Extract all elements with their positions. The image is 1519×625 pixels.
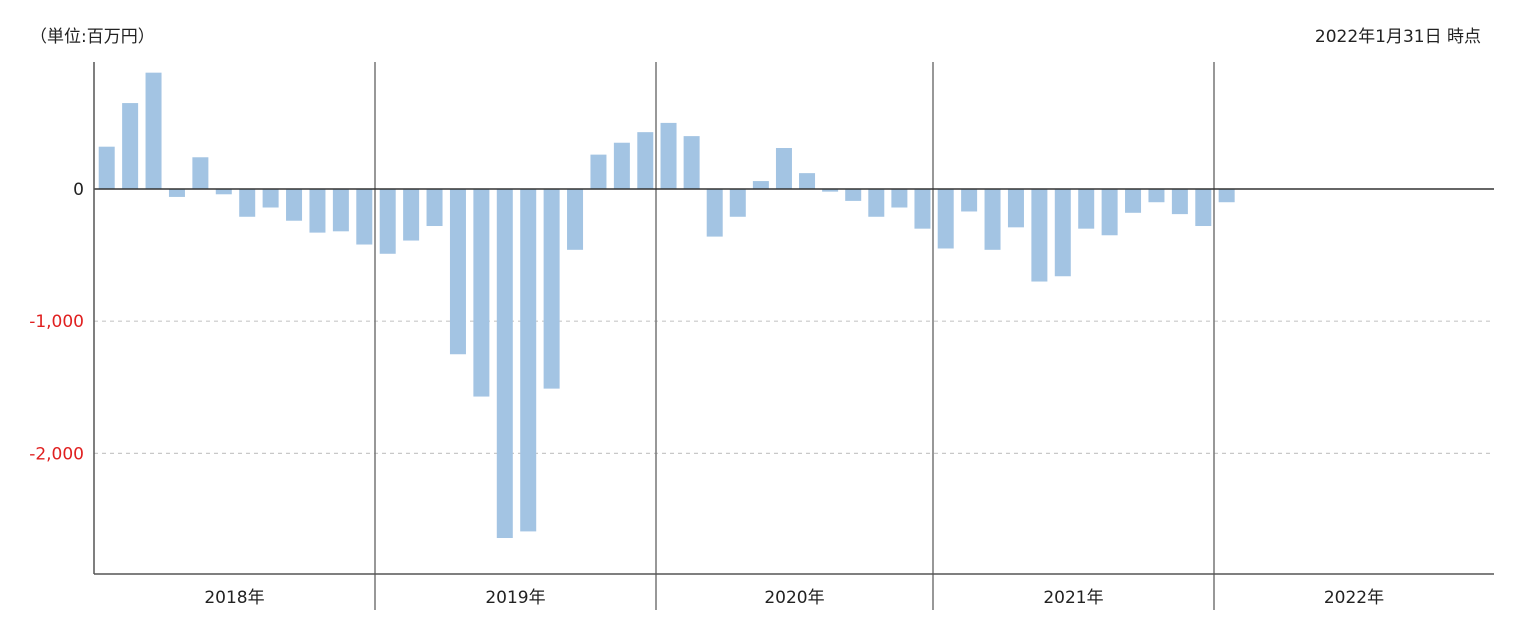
bar [822,189,839,192]
bar [637,132,654,189]
bar [98,146,115,189]
bar [403,189,420,241]
bar [356,189,373,245]
bar [729,189,746,217]
bar [1101,189,1118,236]
bar [845,189,862,201]
bar [262,189,279,208]
bar [937,189,954,249]
bar [752,181,769,189]
bar [286,189,303,221]
bar [1007,189,1024,228]
year-label: 2018年 [204,588,264,608]
bar [1031,189,1048,282]
y-tick-label: -2,000 [29,444,84,464]
bar [613,142,630,189]
y-tick-label: -1,000 [29,312,84,332]
bar [1054,189,1071,277]
year-label: 2021年 [1043,588,1103,608]
bar [984,189,1001,250]
bar [379,189,396,254]
bar [449,189,466,355]
year-label: 2020年 [764,588,824,608]
bar [868,189,885,217]
bar [473,189,490,397]
bar [891,189,908,208]
bar [914,189,931,229]
bar [215,189,232,195]
year-label: 2022年 [1324,588,1384,608]
bar [520,189,537,532]
bar [1078,189,1095,229]
bar [192,157,209,189]
bar [168,189,185,197]
as-of-date-label: 2022年1月31日 時点 [1314,27,1481,47]
bar [426,189,443,227]
bar [590,154,607,189]
unit-label: （単位:百万円） [30,27,155,47]
bar [1195,189,1212,227]
bar [543,189,560,389]
bar [239,189,256,217]
bar [1148,189,1165,203]
bar [309,189,326,233]
bar [567,189,584,250]
bar [1125,189,1142,213]
bar [660,122,677,189]
bar [145,72,162,189]
bar [496,189,513,539]
bar [706,189,723,237]
bar [332,189,349,232]
y-tick-label: 0 [73,180,84,200]
bar [799,173,816,189]
bar [1171,189,1188,215]
bar [683,136,700,189]
bar [775,148,792,189]
bar [122,103,139,189]
bar [961,189,978,212]
bar [1218,189,1235,203]
year-label: 2019年 [485,588,545,608]
